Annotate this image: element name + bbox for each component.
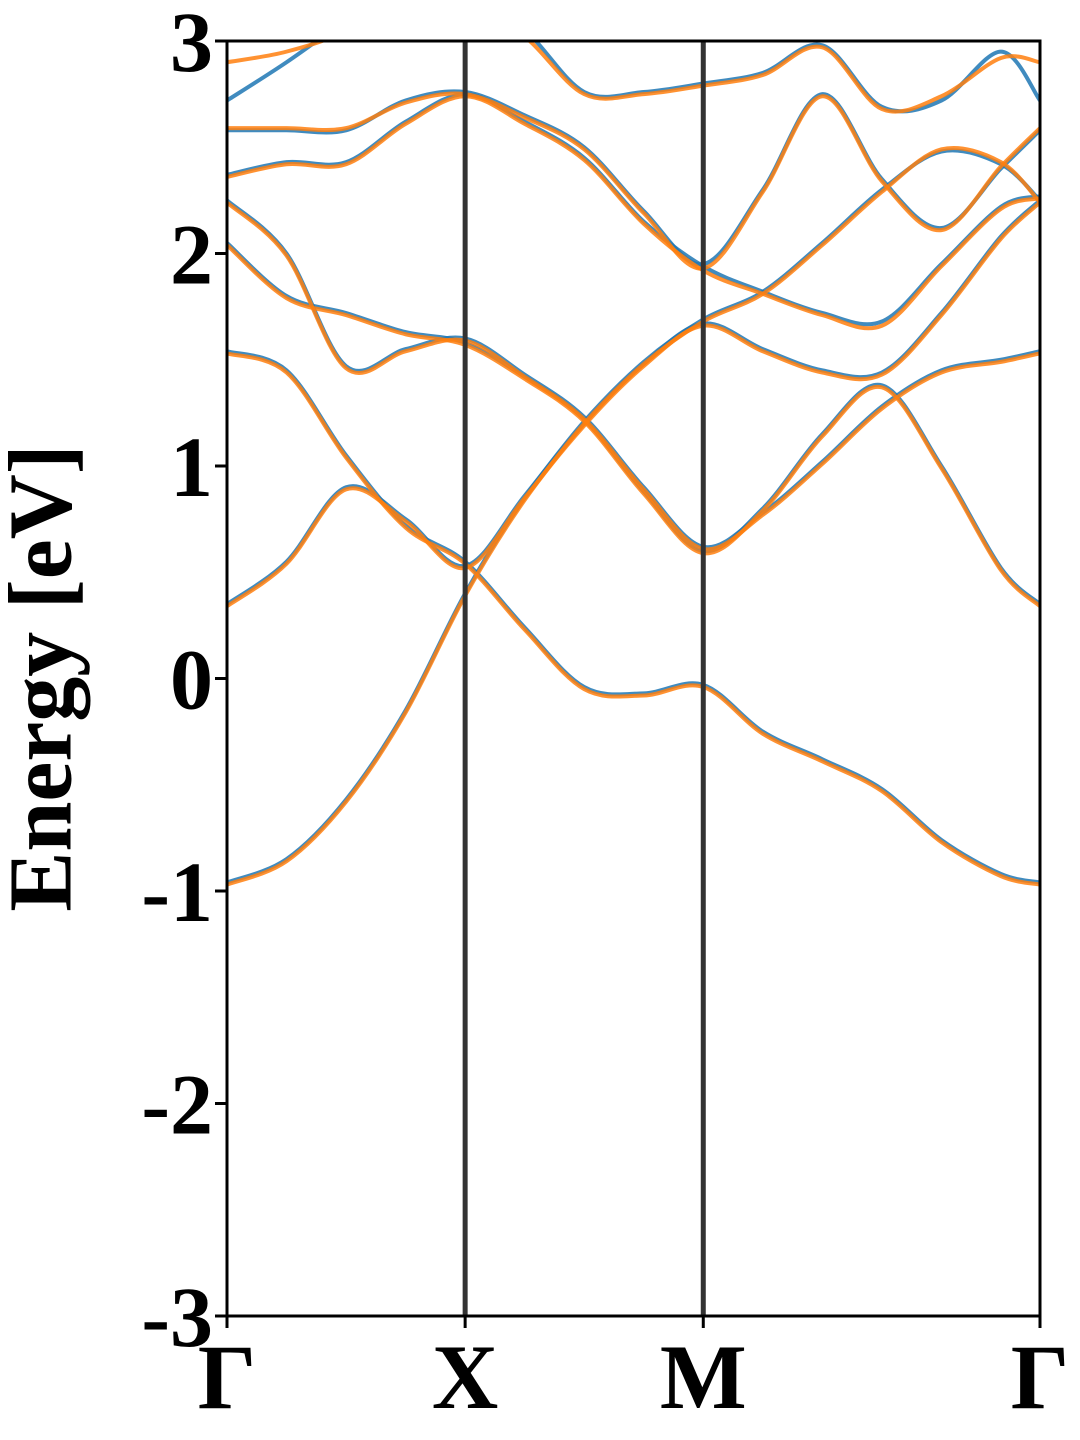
y-tick-label: 0 [170,632,213,728]
band-line [227,41,1040,114]
band-line [227,89,1040,267]
y-axis-label: Energy [eV] [0,444,91,911]
x-tick-label: Γ [198,1326,257,1428]
y-tick-label: 2 [170,207,213,303]
band-line [227,200,1040,552]
band-line [227,198,1040,885]
band-line [227,91,1040,271]
band-line [227,94,1040,331]
x-tick-label: X [432,1326,498,1428]
band-line [227,201,1040,887]
y-tick-label: 1 [170,419,213,515]
band-line [227,41,1040,114]
x-tick-label: M [660,1326,747,1428]
band-line [227,145,1040,608]
band-line [227,241,1040,606]
y-tick-label: -3 [141,1269,213,1365]
y-tick-label: -2 [141,1057,213,1153]
y-tick-label: -1 [141,844,213,940]
x-tick-label: Γ [1011,1326,1070,1428]
band-line [227,351,1040,887]
plot-frame [225,39,1042,1318]
band-line [227,243,1040,608]
y-tick-label: 3 [170,0,213,90]
